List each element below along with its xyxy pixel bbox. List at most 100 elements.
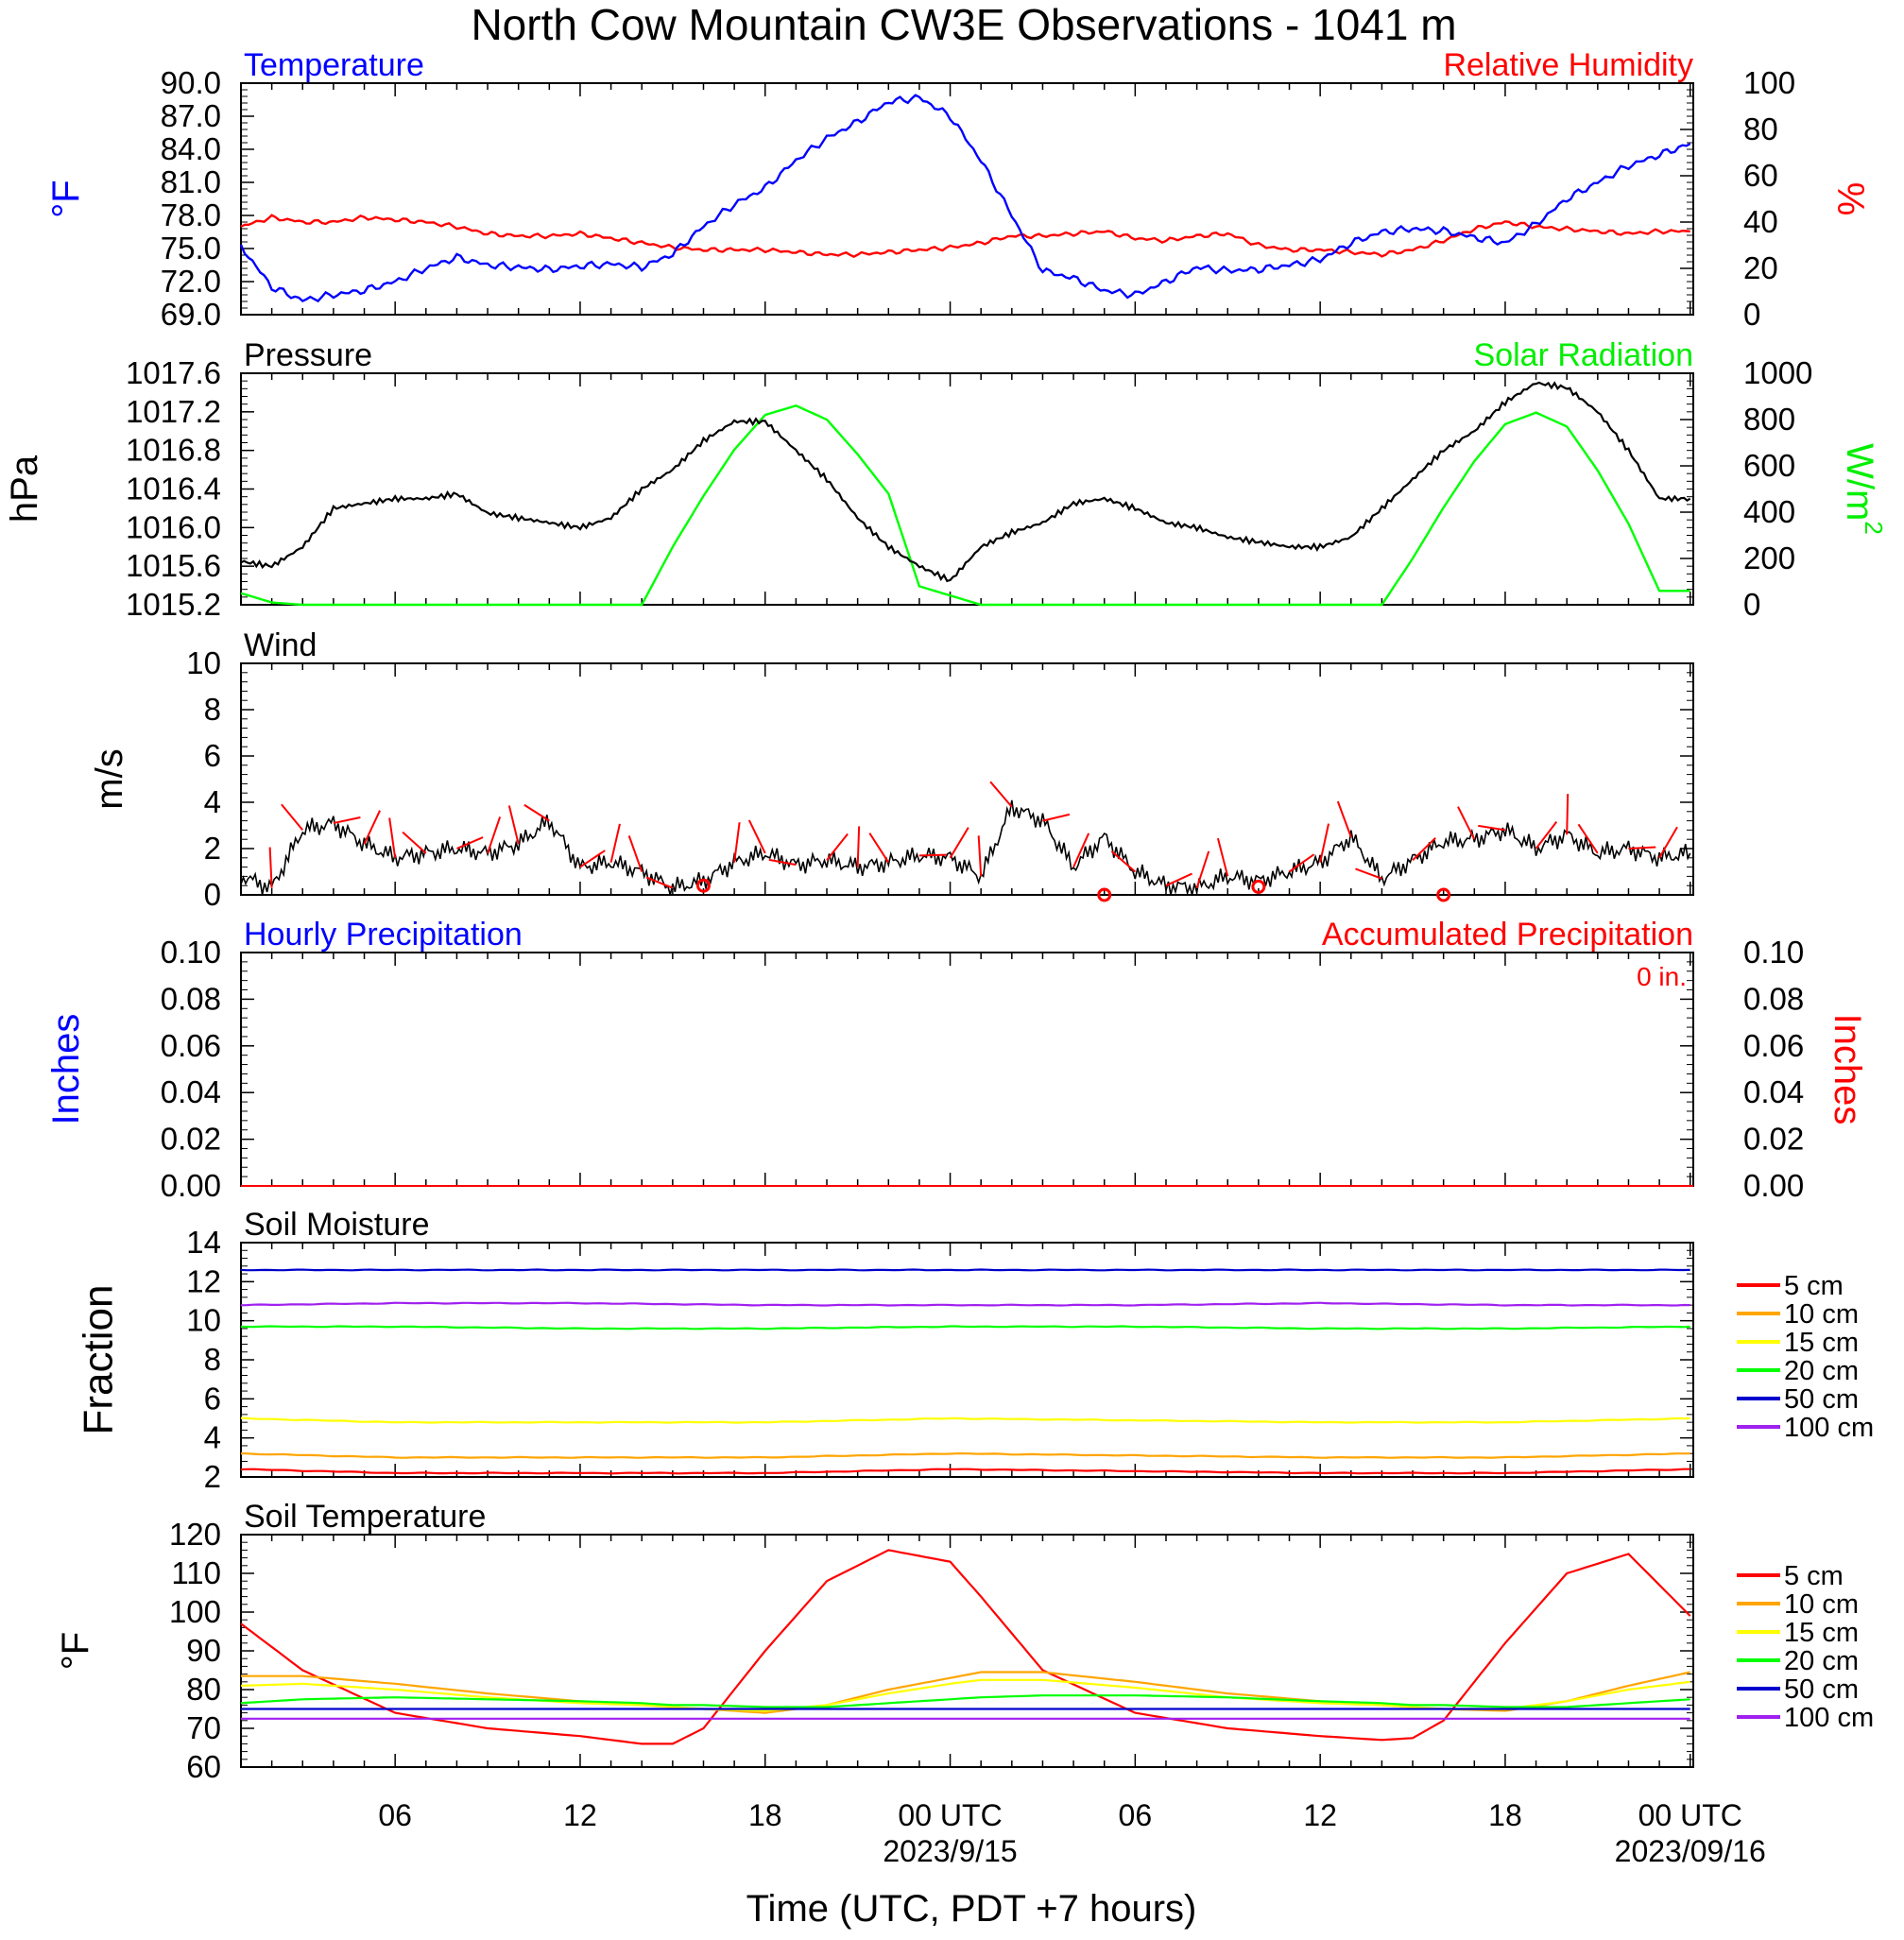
- series-line-10cm: [240, 1451, 1690, 1459]
- y-tick-label-left: 81.0: [161, 164, 221, 199]
- y-tick-label-left: 1016.0: [126, 509, 221, 544]
- y-tick-label-right: 400: [1743, 494, 1795, 529]
- panel-temp-rh: 69.072.075.078.081.084.087.090.0 0 20 40 60 8…: [45, 47, 1871, 332]
- panel-frame: [240, 82, 1694, 316]
- legend-label: 20 cm: [1784, 1646, 1859, 1676]
- wind-barb: [1412, 837, 1436, 861]
- wind-barb: [1336, 800, 1352, 838]
- wind-barb: [1566, 794, 1570, 835]
- x-tick-label: 12: [1303, 1798, 1337, 1832]
- legend-label: 15 cm: [1784, 1618, 1859, 1648]
- y-tick-label-left: 1017.6: [126, 355, 221, 390]
- calm-wind-marker: [1436, 887, 1451, 902]
- panel-frame: [240, 1534, 1694, 1768]
- y-tick-label-left: 8: [204, 692, 221, 727]
- wind-barb: [1110, 850, 1137, 873]
- wind-barb: [977, 835, 983, 877]
- series-line-20cm: [240, 1325, 1690, 1331]
- panel-title-left: Soil Temperature: [244, 1499, 486, 1535]
- wind-barb: [1535, 821, 1558, 850]
- panel-title-right: Relative Humidity: [1443, 47, 1693, 83]
- y-tick-label-left: 2: [204, 1459, 221, 1494]
- wind-barb: [579, 850, 606, 868]
- series-line-50cm: [240, 1268, 1690, 1272]
- y-tick-label-left: 60: [186, 1749, 221, 1784]
- y-tick-label-right: 0.08: [1743, 981, 1804, 1016]
- y-tick-label-left: 1017.2: [126, 394, 221, 429]
- y-tick-label-right: 0.06: [1743, 1028, 1804, 1063]
- y-axis-label-left: m/s: [89, 748, 130, 809]
- wind-barb: [487, 816, 502, 854]
- x-tick-label: 06: [1119, 1798, 1153, 1832]
- wind-barb: [1072, 833, 1090, 868]
- y-tick-label-left: 6: [204, 738, 221, 773]
- legend-label: 50 cm: [1784, 1384, 1859, 1415]
- y-axis-label-right: %: [1829, 182, 1871, 216]
- y-tick-label-left: 87.0: [161, 98, 221, 133]
- y-tick-label-left: 0: [204, 877, 221, 912]
- wind-barb: [1628, 846, 1656, 850]
- wind-barb: [868, 833, 890, 864]
- y-tick-label-left: 4: [204, 1420, 221, 1455]
- panel-frame: [240, 662, 1694, 896]
- wind-barb: [989, 781, 1013, 808]
- legend-label: 10 cm: [1784, 1589, 1859, 1620]
- panel-frame: [240, 952, 1694, 1187]
- y-tick-label-left: 120: [169, 1517, 221, 1552]
- wind-barb: [627, 835, 643, 872]
- y-tick-label-left: 1016.8: [126, 433, 221, 468]
- series-line-100cm: [240, 1301, 1690, 1307]
- y-tick-label-right: 0: [1743, 297, 1760, 332]
- y-tick-label-left: 90: [186, 1633, 221, 1668]
- solar-series-line: [240, 404, 1690, 607]
- wind-barb: [1216, 837, 1229, 877]
- y-tick-label-right: 80: [1743, 112, 1778, 146]
- wind-barb: [747, 819, 766, 854]
- y-tick-label-left: 0.10: [161, 935, 221, 970]
- wind-barb: [456, 836, 484, 850]
- panel-title-left: Temperature: [244, 47, 424, 83]
- wind-barb: [402, 831, 427, 854]
- wind-barb: [645, 876, 674, 889]
- y-axis-label-left: Inches: [45, 1014, 87, 1125]
- y-axis-label-left: °F: [45, 180, 87, 217]
- wind-barb: [1288, 853, 1315, 873]
- x-tick-label: 18: [748, 1798, 782, 1832]
- legend-label: 100 cm: [1784, 1413, 1874, 1443]
- legend-label: 5 cm: [1784, 1561, 1844, 1591]
- y-tick-label-left: 1016.4: [126, 472, 221, 506]
- y-tick-label-left: 6: [204, 1381, 221, 1416]
- y-tick-label-left: 4: [204, 784, 221, 819]
- pressure-series-line: [240, 381, 1691, 583]
- y-axis-label-left: Fraction: [76, 1285, 122, 1435]
- y-tick-label-left: 10: [186, 1303, 221, 1338]
- x-tick-label: 12: [563, 1798, 597, 1832]
- wind-barb: [768, 858, 797, 867]
- panel-title-left: Wind: [244, 627, 317, 663]
- y-tick-label-left: 0.08: [161, 981, 221, 1016]
- x-tick-label: 00 UTC: [1638, 1798, 1742, 1832]
- wind-barb: [733, 822, 741, 863]
- x-tick-label: 06: [378, 1798, 412, 1832]
- y-tick-label-left: 0.04: [161, 1074, 221, 1109]
- y-axis-label-right: W/m2: [1839, 443, 1888, 535]
- panel-title-left: Soil Moisture: [244, 1207, 430, 1243]
- series-line-15cm: [240, 1416, 1690, 1424]
- wind-barb: [281, 803, 304, 832]
- panels: 69.072.075.078.081.084.087.090.002040608…: [4, 47, 1888, 1784]
- wind-speed-line: [240, 799, 1691, 896]
- y-tick-label-right: 60: [1743, 158, 1778, 193]
- y-tick-label-left: 70: [186, 1710, 221, 1745]
- temperature-series-line: [239, 94, 1691, 303]
- wind-barb: [1195, 850, 1210, 888]
- y-tick-label-left: 12: [186, 1263, 221, 1298]
- y-tick-label-left: 10: [186, 645, 221, 680]
- wind-barb: [1355, 867, 1382, 880]
- wind-barb: [507, 805, 520, 845]
- y-axis-label-left: hPa: [4, 455, 45, 523]
- wind-barb: [388, 817, 397, 858]
